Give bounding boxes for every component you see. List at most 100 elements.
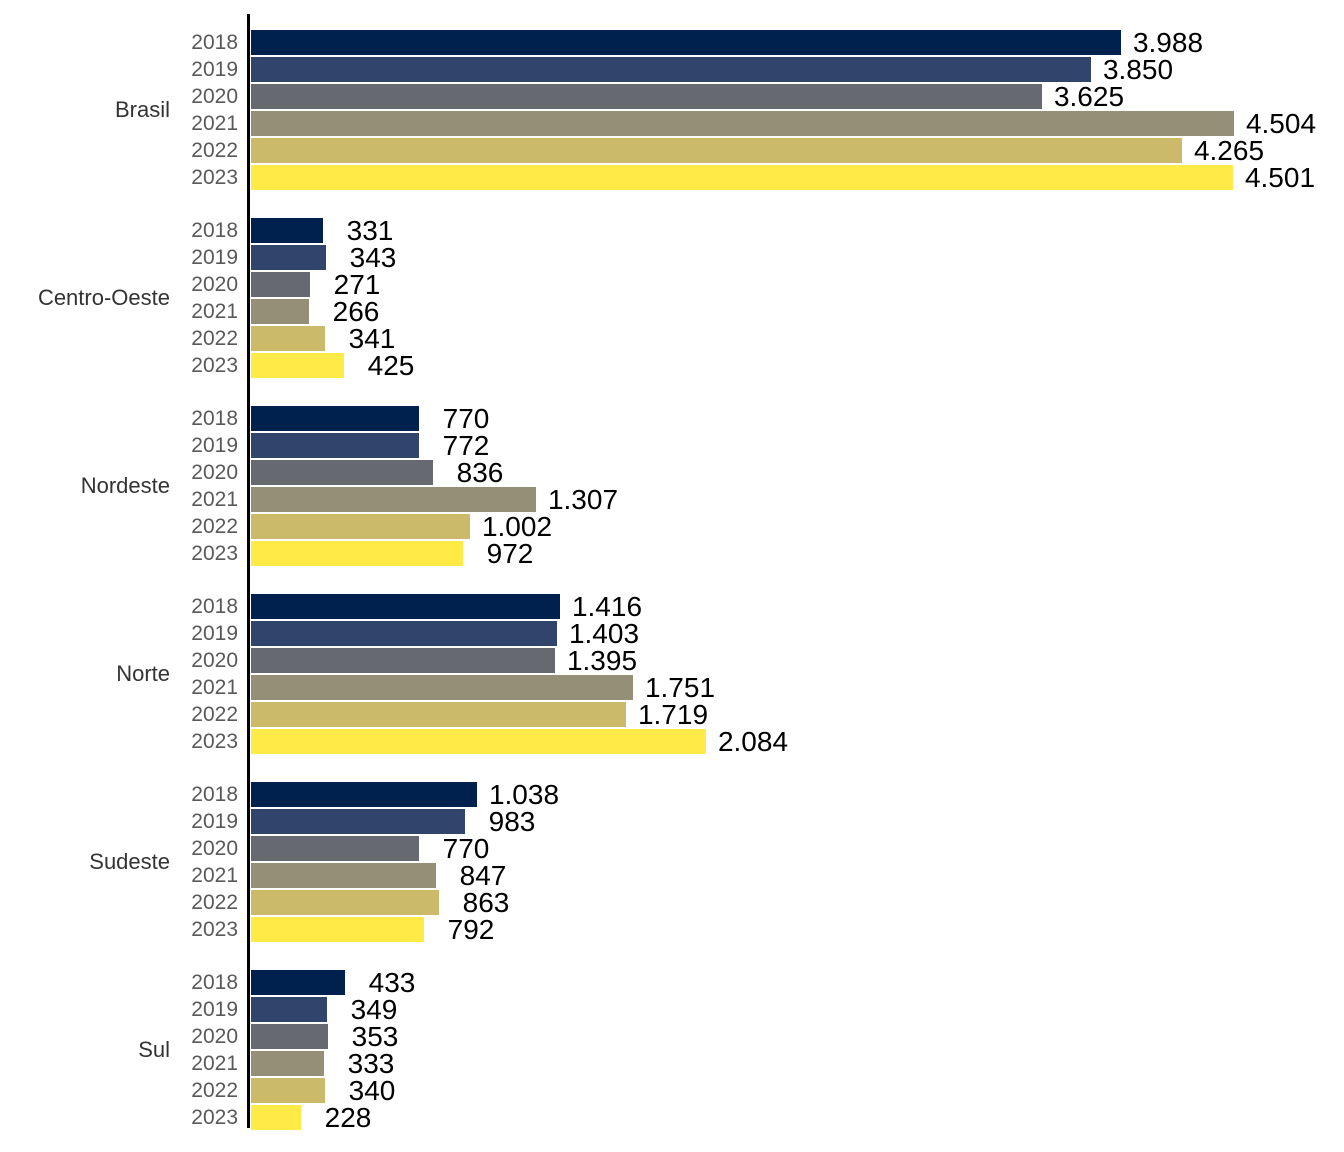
group-rows: 2018 331 2019 343 2020 271 2021 266 2022 341 2023 4…	[170, 216, 414, 379]
bar-row: 2022 1.002	[170, 512, 552, 540]
bar	[251, 1051, 324, 1076]
bar-cell: 333	[251, 1049, 394, 1077]
bar	[251, 57, 1091, 82]
value-label: 3.988	[1132, 26, 1204, 58]
bar	[251, 84, 1042, 109]
bar-cell: 1.751	[251, 673, 715, 701]
bar-row: 2018 433	[170, 968, 415, 996]
bar-row: 2018 1.038	[170, 780, 559, 808]
bar-cell: 353	[251, 1022, 398, 1050]
value-label: 1.307	[547, 483, 619, 515]
bar	[251, 1105, 301, 1130]
year-tick-label: 2019	[191, 998, 238, 1021]
bar-cell: 770	[251, 404, 489, 432]
year-tick-label: 2021	[191, 488, 238, 511]
bar	[251, 353, 344, 378]
bar-row: 2019 983	[170, 807, 535, 835]
bar-row: 2018 331	[170, 216, 393, 244]
bar-row: 2023 228	[170, 1103, 371, 1131]
year-tick-label: 2023	[191, 166, 238, 189]
group-rows: 2018 433 2019 349 2020 353 2021 333 2022 340 2023 2…	[170, 968, 415, 1131]
bar-cell: 1.403	[251, 619, 639, 647]
bar-row: 2021 4.504	[170, 109, 1316, 137]
value-label: 1.395	[566, 644, 638, 676]
year-tick-label: 2020	[191, 85, 238, 108]
year-tick-label: 2021	[191, 864, 238, 887]
bar-cell: 792	[251, 915, 494, 943]
value-label: 271	[333, 268, 381, 300]
value-label: 1.002	[481, 510, 553, 542]
bar	[251, 138, 1182, 163]
group-label: Sul	[138, 1037, 170, 1062]
year-tick-label: 2019	[191, 246, 238, 269]
bar-cell: 863	[251, 888, 509, 916]
value-label: 1.038	[488, 778, 560, 810]
bar-row: 2023 792	[170, 915, 494, 943]
year-tick-label: 2023	[191, 730, 238, 753]
year-tick-label: 2022	[191, 139, 238, 162]
value-label: 340	[348, 1074, 396, 1106]
year-tick-label: 2020	[191, 649, 238, 672]
bar-cell: 1.719	[251, 700, 708, 728]
group-label: Centro-Oeste	[37, 285, 170, 310]
bar-row: 2020 836	[170, 456, 536, 488]
year-tick-label: 2019	[191, 622, 238, 645]
value-label: 863	[462, 886, 510, 918]
bar-group: Brasil 2018 3.988 2019 3.850 2020 3.625 2021 4.5…	[0, 28, 1344, 191]
bar	[251, 218, 323, 243]
bar-row: 2021 266	[170, 297, 379, 325]
value-label: 847	[459, 859, 507, 891]
value-label: 353	[351, 1020, 399, 1052]
year-tick-label: 2020	[191, 1025, 238, 1048]
year-tick-label: 2021	[191, 1052, 238, 1075]
value-label: 770	[442, 832, 490, 864]
bar-cell: 343	[251, 243, 396, 271]
year-tick-label: 2022	[191, 327, 238, 350]
year-tick-label: 2022	[191, 891, 238, 914]
value-label: 770	[442, 402, 490, 434]
value-label: 836	[456, 456, 504, 488]
value-label: 341	[348, 322, 396, 354]
bar-row: 2018 770	[170, 404, 536, 432]
bar-group: Sul 2018 433 2019 349 2020 353 2021 333 2022 340 20…	[0, 968, 1344, 1131]
bar	[251, 165, 1233, 190]
bar-cell: 1.416	[251, 592, 642, 620]
group-label: Sudeste	[89, 849, 170, 874]
bar-cell: 3.988	[251, 28, 1203, 56]
bar	[251, 1024, 328, 1049]
value-label: 3.850	[1102, 53, 1174, 85]
bar-row: 2023 4.501	[170, 163, 1315, 191]
bar-row: 2018 1.416	[170, 592, 706, 620]
bar-cell: 425	[251, 351, 414, 379]
value-label: 433	[368, 966, 416, 998]
bar-row: 2023 2.084	[170, 727, 788, 755]
bar	[251, 970, 345, 995]
year-tick-label: 2018	[191, 31, 238, 54]
bar-row: 2020 3.625	[170, 82, 1234, 110]
bar-cell: 266	[251, 297, 379, 325]
value-label: 1.719	[637, 698, 709, 730]
bar	[251, 675, 633, 700]
bar-row: 2020 1.395	[170, 644, 706, 676]
year-tick-label: 2019	[191, 58, 238, 81]
bar	[251, 702, 626, 727]
bar-row: 2019 3.850	[170, 53, 1234, 85]
group-label: Brasil	[114, 97, 170, 122]
bar	[251, 782, 477, 807]
value-label: 4.504	[1245, 107, 1317, 139]
bar-row: 2022 340	[170, 1076, 395, 1104]
bar	[251, 809, 465, 834]
bar	[251, 326, 325, 351]
value-label: 972	[486, 537, 534, 569]
year-tick-label: 2020	[191, 273, 238, 296]
bar-cell: 340	[251, 1076, 395, 1104]
bar-group: Centro-Oeste 2018 331 2019 343 2020 271 2021 266…	[0, 216, 1344, 379]
bar-cell: 433	[251, 968, 415, 996]
bar	[251, 594, 560, 619]
year-tick-label: 2022	[191, 1079, 238, 1102]
bar	[251, 863, 436, 888]
y-axis-line	[247, 14, 250, 1128]
bar-cell: 271	[251, 270, 380, 298]
year-tick-label: 2023	[191, 918, 238, 941]
